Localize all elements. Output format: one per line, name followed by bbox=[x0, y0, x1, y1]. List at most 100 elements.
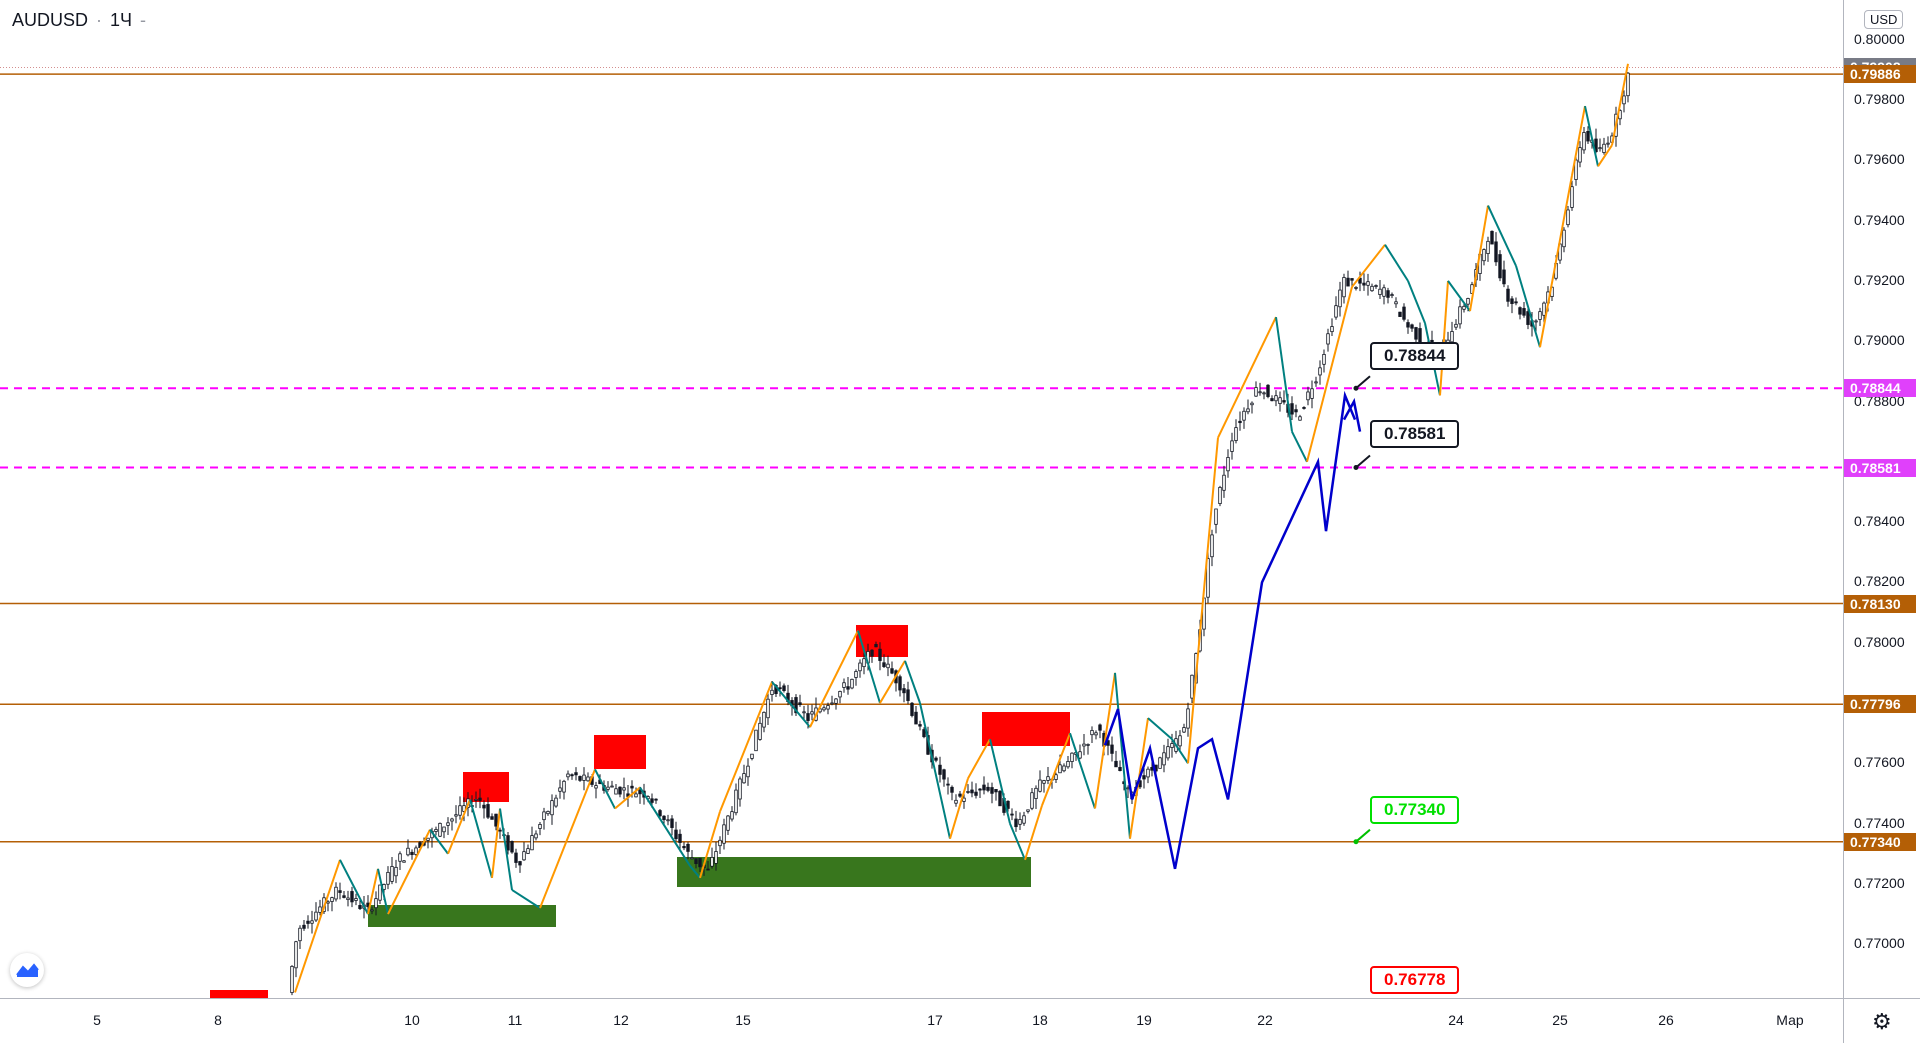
candle-body bbox=[1326, 333, 1330, 345]
zigzag-segment bbox=[1447, 280, 1471, 312]
header-separator: · bbox=[96, 10, 103, 30]
candle-body bbox=[610, 785, 614, 788]
zigzag-segment bbox=[1069, 732, 1096, 809]
price-tick: 0.80000 bbox=[1854, 30, 1905, 47]
candle-body bbox=[846, 686, 850, 690]
candle-body bbox=[1466, 298, 1470, 305]
tradingview-logo-icon[interactable] bbox=[10, 953, 44, 987]
zigzag-segment bbox=[1584, 105, 1599, 167]
callout-0.78581[interactable]: 0.78581 bbox=[1370, 420, 1460, 448]
gear-icon[interactable]: ⚙ bbox=[1872, 1009, 1892, 1034]
candle-body bbox=[578, 776, 582, 781]
candle-body bbox=[562, 780, 566, 793]
candle-body bbox=[1206, 558, 1210, 598]
symbol-name[interactable]: AUDUSD bbox=[12, 10, 89, 30]
candle-body bbox=[1598, 147, 1602, 150]
candle-body bbox=[974, 791, 978, 796]
candle-body bbox=[1006, 800, 1010, 809]
supply-zone-0 bbox=[210, 990, 268, 998]
candle-body bbox=[1178, 735, 1182, 747]
candle-body bbox=[1070, 752, 1074, 762]
candle-body bbox=[802, 711, 806, 714]
candle-body bbox=[910, 702, 914, 716]
candle-body bbox=[1114, 760, 1118, 768]
candle-body bbox=[882, 662, 886, 667]
candle-body bbox=[730, 811, 734, 820]
zigzag-segment bbox=[614, 786, 641, 810]
zigzag-segment bbox=[1515, 265, 1541, 348]
candle-body bbox=[954, 799, 958, 804]
price-axis[interactable]: USD 0.80000 0.79800 0.79600 0.79400 0.79200 0… bbox=[1843, 0, 1920, 998]
interval-label[interactable]: 1Ч bbox=[110, 10, 133, 30]
candle-body bbox=[674, 829, 678, 840]
candle-body bbox=[1014, 818, 1018, 828]
currency-button[interactable]: USD bbox=[1864, 10, 1904, 29]
zigzag-segment bbox=[1439, 280, 1449, 396]
projection-arrow-head bbox=[1342, 397, 1362, 432]
callout-0.77340[interactable]: 0.77340 bbox=[1370, 796, 1460, 824]
candle-body bbox=[994, 789, 998, 793]
candle-body bbox=[762, 711, 766, 728]
candle-body bbox=[306, 920, 310, 924]
symbol-header[interactable]: AUDUSD · 1Ч - bbox=[12, 10, 146, 31]
candle-body bbox=[1246, 408, 1250, 413]
candle-body bbox=[634, 793, 638, 798]
time-label: 24 bbox=[1448, 1012, 1464, 1028]
zigzag-segment bbox=[1171, 738, 1189, 764]
candle-body bbox=[838, 691, 842, 698]
candle-body bbox=[934, 757, 938, 761]
candle-body bbox=[1118, 767, 1122, 771]
candle-body bbox=[1290, 403, 1294, 415]
candle-body bbox=[1242, 410, 1246, 421]
candle-body bbox=[726, 815, 730, 831]
candle-body bbox=[434, 829, 438, 832]
candle-body bbox=[1626, 72, 1630, 97]
candle-body bbox=[658, 810, 662, 817]
zigzag-segment bbox=[491, 808, 501, 878]
candle-body bbox=[874, 644, 878, 648]
candle-body bbox=[758, 722, 762, 740]
candle-body bbox=[586, 776, 590, 782]
candle-body bbox=[1026, 809, 1030, 812]
candle-body bbox=[294, 941, 298, 969]
candle-body bbox=[1142, 775, 1146, 780]
candle-body bbox=[298, 927, 302, 942]
demand-zone-0 bbox=[368, 905, 556, 927]
zigzag-segment bbox=[1597, 144, 1613, 167]
candle-body bbox=[490, 816, 494, 820]
zigzag-segment bbox=[699, 811, 721, 879]
candle-body bbox=[522, 851, 526, 861]
candle-body bbox=[1490, 230, 1494, 245]
candle-body bbox=[1030, 792, 1034, 809]
zigzag-segment bbox=[1306, 286, 1353, 463]
candle-body bbox=[1378, 288, 1382, 295]
candle-body bbox=[670, 818, 674, 828]
candle-body bbox=[970, 789, 974, 794]
zigzag-segment bbox=[1147, 717, 1173, 740]
callout-0.76778[interactable]: 0.76778 bbox=[1370, 966, 1460, 994]
candle-body bbox=[1094, 732, 1098, 736]
candle-body bbox=[754, 729, 758, 752]
candle-body bbox=[654, 798, 658, 801]
candle-body bbox=[1126, 787, 1130, 790]
candle-body bbox=[1334, 305, 1338, 318]
candle-body bbox=[770, 689, 774, 695]
time-label: Мар bbox=[1776, 1012, 1804, 1028]
candle-body bbox=[558, 787, 562, 792]
time-label: 12 bbox=[613, 1012, 629, 1028]
zigzag-segment bbox=[639, 786, 691, 867]
candle-body bbox=[1190, 674, 1194, 699]
header-more[interactable]: - bbox=[140, 10, 147, 30]
zigzag-segment bbox=[989, 738, 1011, 824]
chart-area[interactable]: AUDUSD · 1Ч - 0.78844 0.78581 0.77340 0.767… bbox=[0, 0, 1843, 998]
candle-body bbox=[1046, 776, 1050, 781]
zigzag-segment bbox=[1009, 823, 1026, 861]
candle-body bbox=[1486, 240, 1490, 254]
candle-body bbox=[682, 846, 686, 849]
callout-0.78844[interactable]: 0.78844 bbox=[1370, 342, 1460, 370]
candle-body bbox=[1410, 324, 1414, 329]
candle-body bbox=[1274, 395, 1278, 402]
time-axis[interactable]: 5 8 10 11 12 15 17 18 19 22 24 25 26 Мар bbox=[0, 998, 1843, 1043]
price-chart[interactable] bbox=[0, 0, 1843, 998]
candle-body bbox=[1258, 391, 1262, 394]
